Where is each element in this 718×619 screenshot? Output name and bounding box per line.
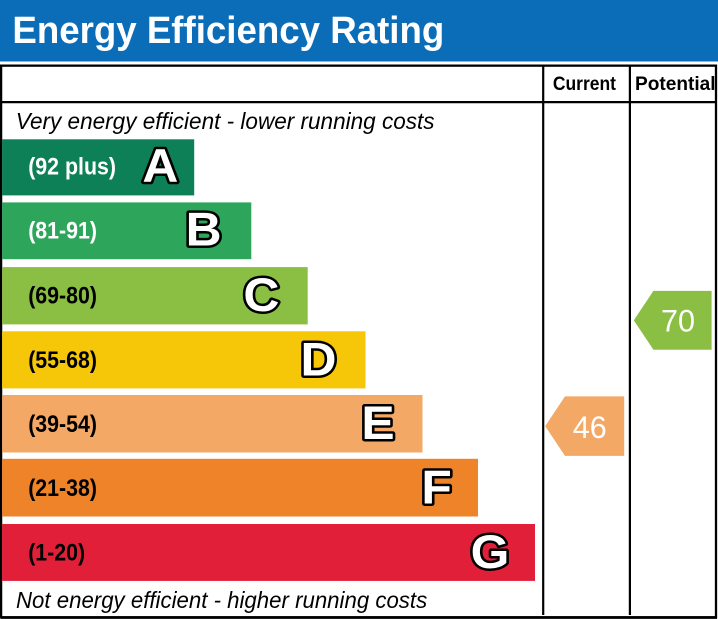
svg-text:Very energy efficient - lower: Very energy efficient - lower running co… <box>16 108 435 134</box>
svg-text:E: E <box>361 397 394 449</box>
svg-text:(21-38): (21-38) <box>28 474 97 501</box>
svg-text:70: 70 <box>661 303 695 339</box>
svg-text:Energy Efficiency Rating: Energy Efficiency Rating <box>12 8 444 51</box>
svg-text:C: C <box>243 269 279 321</box>
svg-text:(92 plus): (92 plus) <box>28 152 116 179</box>
svg-text:Not energy efficient - higher: Not energy efficient - higher running co… <box>16 588 427 613</box>
svg-text:B: B <box>186 204 222 256</box>
svg-text:(1-20): (1-20) <box>28 538 85 565</box>
svg-text:A: A <box>142 140 178 192</box>
svg-text:(39-54): (39-54) <box>28 410 97 437</box>
svg-text:(81-91): (81-91) <box>28 216 97 243</box>
svg-text:D: D <box>301 334 337 386</box>
svg-text:Potential: Potential <box>635 74 716 95</box>
svg-text:F: F <box>421 462 451 514</box>
svg-text:Current: Current <box>553 72 616 94</box>
svg-text:46: 46 <box>573 410 607 446</box>
svg-text:(55-68): (55-68) <box>28 346 97 373</box>
svg-text:(69-80): (69-80) <box>28 282 97 309</box>
svg-text:G: G <box>471 526 510 578</box>
